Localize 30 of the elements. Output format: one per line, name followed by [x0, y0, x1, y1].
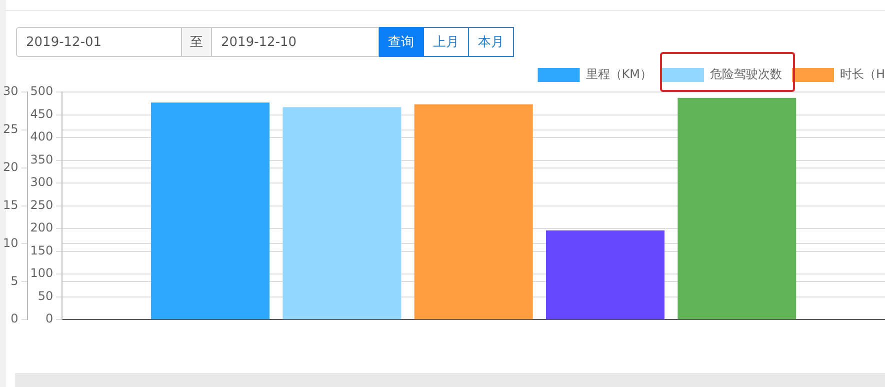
y-tick-label: 0	[46, 312, 54, 326]
y-tick-label: 500	[30, 84, 54, 98]
y-tick-label: 150	[30, 243, 54, 258]
text: 2019-12-01	[16, 27, 182, 57]
text: 上月	[424, 27, 469, 57]
y-tick-label: 250	[30, 198, 54, 212]
y2-tick-label: 5	[10, 274, 18, 288]
bar	[546, 230, 664, 320]
text: 2019-12-10	[212, 27, 379, 57]
text: 至	[182, 27, 212, 57]
y2-tick-label: 20	[2, 160, 18, 174]
y-tick-label: 50	[38, 288, 54, 303]
y2-tick-label: 0	[10, 312, 18, 326]
y2-tick-label: 15	[2, 198, 18, 212]
y2-tick-label: 25	[2, 122, 18, 136]
bar	[678, 98, 796, 320]
y-tick-label: 200	[30, 220, 54, 235]
bar	[414, 104, 533, 320]
legend-label: 危险驾驶次数	[710, 67, 782, 82]
y-tick-label: 400	[30, 130, 54, 144]
y-tick-label: 100	[30, 266, 54, 280]
y-tick-label: 350	[30, 152, 54, 166]
y-tick-label: 300	[30, 175, 54, 190]
legend-label: 时长（H	[840, 67, 885, 82]
y-tick-label: 450	[30, 106, 54, 121]
y2-tick-label: 30	[2, 84, 18, 98]
legend-label: 里程（KM）	[586, 67, 652, 82]
bar	[151, 102, 270, 320]
text: 本月	[469, 27, 514, 57]
y2-tick-label: 10	[2, 236, 18, 250]
